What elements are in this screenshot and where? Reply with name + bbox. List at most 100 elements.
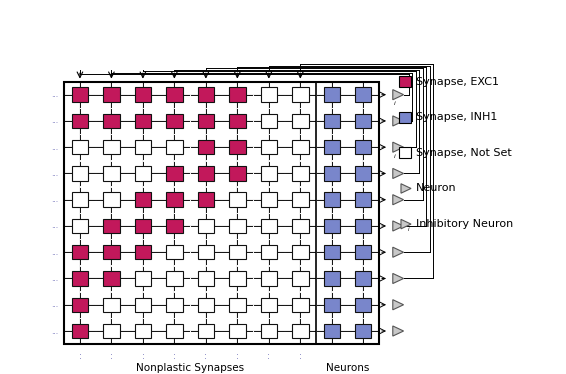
Polygon shape bbox=[393, 221, 404, 231]
Text: Synapse, INH1: Synapse, INH1 bbox=[415, 112, 497, 122]
Bar bbox=[229, 271, 246, 286]
Text: :: : bbox=[142, 352, 144, 361]
Bar bbox=[166, 271, 183, 286]
Bar bbox=[198, 219, 214, 233]
Text: :: : bbox=[268, 352, 270, 361]
Bar bbox=[166, 140, 183, 154]
Bar bbox=[103, 114, 119, 128]
Text: Neuron: Neuron bbox=[415, 184, 456, 193]
Bar bbox=[103, 193, 119, 207]
Text: ...: ... bbox=[51, 327, 58, 335]
Bar bbox=[103, 271, 119, 286]
Text: ...: ... bbox=[51, 143, 58, 152]
Bar bbox=[72, 298, 88, 312]
Bar bbox=[324, 166, 340, 181]
Bar bbox=[198, 140, 214, 154]
Bar bbox=[261, 88, 277, 102]
Bar bbox=[135, 166, 151, 181]
Bar bbox=[103, 324, 119, 338]
Bar bbox=[72, 88, 88, 102]
Bar bbox=[166, 114, 183, 128]
Bar bbox=[166, 88, 183, 102]
Bar bbox=[292, 298, 308, 312]
Text: i: i bbox=[394, 154, 396, 159]
Polygon shape bbox=[393, 90, 404, 100]
Bar bbox=[355, 114, 371, 128]
Bar bbox=[355, 88, 371, 102]
Bar bbox=[198, 114, 214, 128]
Bar bbox=[355, 324, 371, 338]
Bar bbox=[292, 114, 308, 128]
Bar bbox=[261, 245, 277, 260]
Bar bbox=[261, 114, 277, 128]
Polygon shape bbox=[393, 300, 404, 310]
Bar bbox=[324, 324, 340, 338]
Bar bbox=[166, 193, 183, 207]
Bar bbox=[229, 193, 246, 207]
Polygon shape bbox=[393, 247, 404, 257]
Bar bbox=[135, 324, 151, 338]
Polygon shape bbox=[393, 326, 404, 336]
Bar bbox=[166, 245, 183, 260]
Bar bbox=[166, 298, 183, 312]
Text: ...: ... bbox=[51, 90, 58, 99]
Bar bbox=[135, 140, 151, 154]
Bar bbox=[198, 245, 214, 260]
Text: Neurons: Neurons bbox=[326, 363, 369, 373]
Polygon shape bbox=[393, 273, 404, 283]
Bar bbox=[292, 166, 308, 181]
Polygon shape bbox=[401, 220, 411, 229]
Bar bbox=[64, 82, 379, 344]
Text: i: i bbox=[394, 101, 396, 106]
Polygon shape bbox=[401, 184, 411, 193]
Bar bbox=[355, 140, 371, 154]
Text: Nonplastic Synapses: Nonplastic Synapses bbox=[136, 363, 244, 373]
Bar bbox=[198, 193, 214, 207]
Text: i: i bbox=[408, 227, 410, 232]
Bar bbox=[292, 271, 308, 286]
Bar bbox=[135, 88, 151, 102]
Bar bbox=[399, 147, 411, 159]
Bar bbox=[229, 219, 246, 233]
Bar bbox=[292, 219, 308, 233]
Bar bbox=[399, 76, 411, 87]
Bar bbox=[229, 298, 246, 312]
Bar bbox=[355, 245, 371, 260]
Bar bbox=[261, 166, 277, 181]
Text: ...: ... bbox=[51, 300, 58, 309]
Bar bbox=[399, 111, 411, 123]
Bar bbox=[198, 298, 214, 312]
Text: ...: ... bbox=[51, 221, 58, 230]
Text: ...: ... bbox=[51, 116, 58, 125]
Bar bbox=[229, 114, 246, 128]
Bar bbox=[355, 219, 371, 233]
Text: :: : bbox=[173, 352, 176, 361]
Bar bbox=[166, 324, 183, 338]
Bar bbox=[324, 219, 340, 233]
Text: :: : bbox=[79, 352, 82, 361]
Bar bbox=[324, 245, 340, 260]
Text: Synapse, Not Set: Synapse, Not Set bbox=[415, 148, 512, 158]
Bar bbox=[103, 140, 119, 154]
Bar bbox=[355, 193, 371, 207]
Bar bbox=[135, 114, 151, 128]
Bar bbox=[166, 166, 183, 181]
Bar bbox=[324, 271, 340, 286]
Bar bbox=[229, 324, 246, 338]
Bar bbox=[103, 166, 119, 181]
Bar bbox=[72, 114, 88, 128]
Bar bbox=[103, 219, 119, 233]
Bar bbox=[72, 271, 88, 286]
Bar bbox=[72, 193, 88, 207]
Bar bbox=[72, 166, 88, 181]
Text: ...: ... bbox=[51, 248, 58, 257]
Bar bbox=[292, 245, 308, 260]
Bar bbox=[355, 166, 371, 181]
Bar bbox=[261, 140, 277, 154]
Bar bbox=[198, 271, 214, 286]
Text: Inhibitory Neuron: Inhibitory Neuron bbox=[415, 219, 513, 229]
Polygon shape bbox=[393, 116, 404, 126]
Bar bbox=[324, 193, 340, 207]
Polygon shape bbox=[393, 194, 404, 205]
Polygon shape bbox=[393, 142, 404, 152]
